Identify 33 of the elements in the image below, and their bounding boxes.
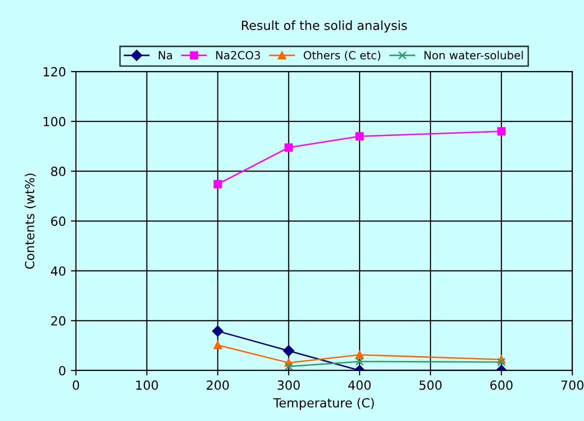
y-tick-label: 20	[51, 316, 66, 326]
y-tick-label: 0	[59, 366, 66, 376]
legend-label: Na2CO3	[216, 51, 260, 60]
legend-label: Non water-solubel	[424, 50, 523, 60]
point	[212, 326, 224, 337]
point	[284, 143, 293, 152]
x-tick-label: 0	[72, 380, 80, 390]
legend-label: Others (C etc)	[304, 50, 380, 61]
point	[214, 180, 222, 188]
point	[284, 362, 293, 370]
y-tick-label: 80	[51, 166, 66, 176]
x-axis-title: Temperature (C)	[273, 398, 374, 410]
point	[497, 358, 506, 366]
chart-title: Result of the solid analysis	[242, 20, 407, 33]
point	[283, 345, 294, 356]
y-axis-title: Contents (wt%)	[24, 174, 36, 269]
x-tick-label: 400	[348, 380, 371, 390]
legend-label: Na	[158, 51, 172, 60]
y-tick-label: 60	[51, 216, 66, 226]
x-tick-label: 700	[561, 380, 584, 390]
y-tick-label: 120	[44, 67, 66, 76]
point	[355, 132, 364, 140]
y-tick-label: 40	[50, 266, 66, 276]
x-tick-label: 600	[490, 380, 513, 390]
point	[497, 127, 506, 136]
point	[355, 350, 364, 359]
x-tick-label: 500	[420, 380, 442, 390]
point	[214, 340, 222, 350]
y-tick-label: 100	[44, 116, 66, 126]
x-tick-label: 200	[206, 380, 229, 390]
point	[355, 357, 364, 366]
x-tick-label: 300	[278, 380, 300, 390]
x-tick-label: 100	[136, 380, 158, 390]
